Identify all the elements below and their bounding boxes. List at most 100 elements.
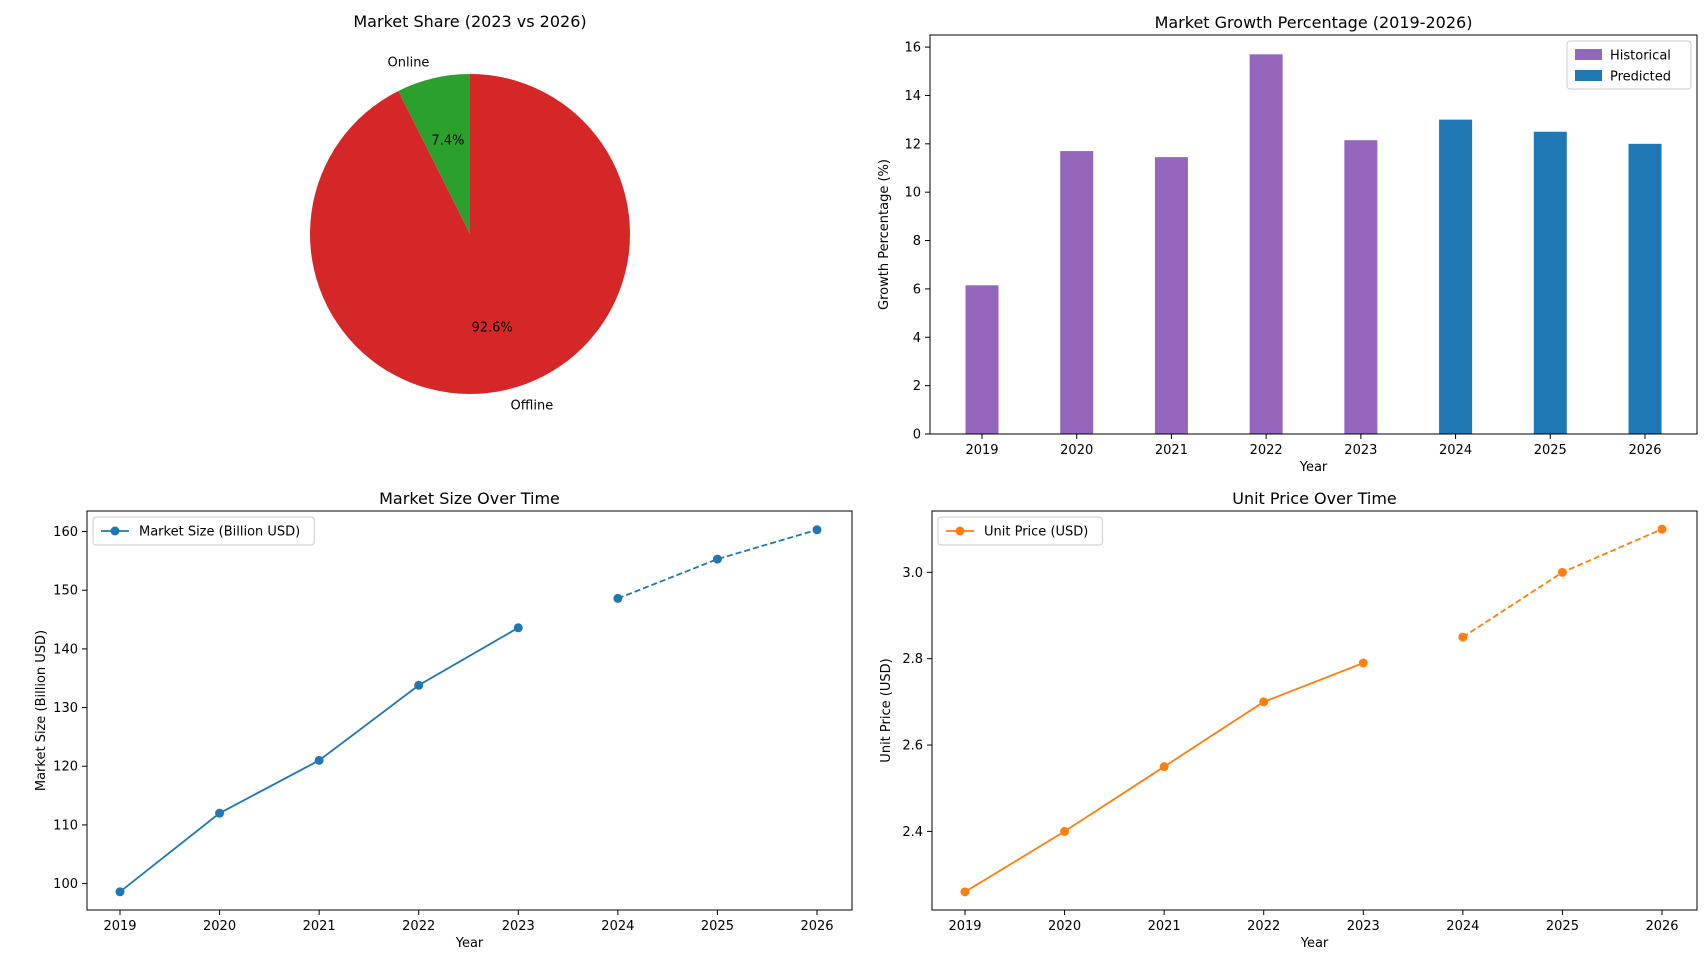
legend-swatch	[1575, 49, 1602, 60]
pie-slice-online	[398, 74, 470, 234]
point-2021	[314, 755, 324, 765]
unit-price-line-chart: 2.4 2.6 2.8 3.0 2019 2020 2021 2022 2023 2024 2025…	[879, 489, 1698, 951]
x-tick-label: 2020	[1048, 919, 1081, 934]
point-2019	[115, 887, 125, 897]
y-tick-label: 4	[913, 331, 921, 346]
legend: Historical Predicted	[1566, 40, 1692, 90]
point-2025	[712, 554, 722, 564]
x-tick-label: 2026	[1628, 443, 1661, 458]
pie-slice-offline	[310, 74, 630, 394]
legend-label: Historical	[1610, 49, 1671, 64]
bar-historical-2020	[1060, 151, 1094, 434]
point-2021	[1159, 762, 1169, 772]
y-tick-label: 14	[904, 89, 921, 104]
x-tick-label: 2023	[502, 919, 535, 934]
point-2026	[812, 525, 822, 535]
x-tick-label: 2023	[1347, 919, 1380, 934]
bar-historical-2019	[965, 285, 999, 434]
y-tick-label: 16	[904, 41, 921, 56]
point-2026	[1657, 524, 1667, 534]
x-tick-label: 2020	[203, 919, 236, 934]
x-tick-label: 2024	[601, 919, 634, 934]
x-tick-label: 2022	[1250, 443, 1283, 458]
series-line-predicted	[617, 528, 818, 600]
legend-label: Unit Price (USD)	[984, 525, 1088, 540]
x-tick-label: 2023	[1344, 443, 1377, 458]
legend-label: Predicted	[1610, 70, 1671, 85]
chart-title: Market Size Over Time	[379, 489, 560, 508]
y-tick-label: 120	[53, 760, 78, 775]
pie-pct-online: 7.4%	[431, 134, 464, 149]
x-tick-label: 2019	[965, 443, 998, 458]
pie-label-online: Online	[388, 56, 430, 71]
pie-chart-title: Market Share (2023 vs 2026)	[353, 12, 586, 31]
x-axis-label: Year	[1300, 936, 1329, 951]
series-line-predicted	[1462, 528, 1663, 638]
x-tick-label: 2026	[800, 919, 833, 934]
growth-bar-chart: 0 2 4 6 8 10 12 14 16 2019 2020 2021 2022 2023 2024 202…	[877, 13, 1698, 475]
bar-historical-2022	[1249, 54, 1283, 434]
x-tick-label: 2019	[103, 919, 136, 934]
point-2023	[513, 623, 523, 633]
x-tick-label: 2021	[303, 919, 336, 934]
legend-box	[92, 516, 315, 546]
market-size-line-chart: 100 110 120 130 140 150 160 2019 2020 2021 2022 202…	[34, 489, 853, 951]
bar-historical-2021	[1154, 157, 1188, 435]
bar-predicted-2026	[1628, 143, 1662, 434]
y-tick-label: 160	[53, 525, 78, 540]
chart-title: Unit Price Over Time	[1232, 489, 1397, 508]
x-tick-label: 2026	[1645, 919, 1678, 934]
point-2024	[1458, 632, 1468, 642]
x-tick-label: 2022	[1247, 919, 1280, 934]
legend-label: Market Size (Billion USD)	[139, 525, 300, 540]
y-tick-label: 140	[53, 642, 78, 657]
point-2024	[613, 593, 623, 603]
x-tick-label: 2021	[1155, 443, 1188, 458]
axes-frame	[929, 34, 1698, 435]
axes-frame	[86, 510, 853, 911]
x-axis-label: Year	[455, 936, 484, 951]
pie-pct-offline: 92.6%	[471, 320, 512, 335]
y-tick-label: 110	[53, 818, 78, 833]
legend-box	[937, 516, 1103, 546]
y-axis-label: Unit Price (USD)	[879, 658, 894, 762]
y-tick-label: 6	[913, 282, 921, 297]
legend: Unit Price (USD)	[937, 516, 1103, 546]
x-tick-label: 2025	[1534, 443, 1567, 458]
y-tick-label: 100	[53, 877, 78, 892]
y-tick-label: 12	[904, 137, 921, 152]
y-tick-label: 2.8	[902, 652, 923, 667]
point-2023	[1358, 658, 1368, 668]
y-axis-label: Market Size (Billion USD)	[34, 630, 49, 791]
y-tick-label: 0	[913, 428, 921, 443]
x-tick-label: 2021	[1148, 919, 1181, 934]
bar-predicted-2025	[1533, 131, 1567, 434]
pie-chart: Market Share (2023 vs 2026) Online 7.4% Off…	[310, 12, 630, 413]
chart-title: Market Growth Percentage (2019-2026)	[1155, 13, 1473, 32]
x-axis-label: Year	[1299, 460, 1328, 475]
point-2020	[215, 808, 225, 818]
x-tick-label: 2024	[1439, 443, 1472, 458]
x-tick-label: 2024	[1446, 919, 1479, 934]
x-tick-label: 2025	[701, 919, 734, 934]
bar-historical-2023	[1344, 140, 1378, 434]
point-2020	[1060, 826, 1070, 836]
axes-frame	[931, 510, 1698, 911]
pie-label-offline: Offline	[511, 398, 554, 413]
y-tick-label: 2.6	[902, 739, 923, 754]
y-tick-label: 2.4	[902, 825, 923, 840]
point-2022	[414, 680, 424, 690]
legend-swatch	[1575, 70, 1602, 81]
legend-marker	[955, 526, 965, 536]
legend: Market Size (Billion USD)	[92, 516, 315, 546]
point-2025	[1557, 567, 1567, 577]
y-tick-label: 2	[913, 379, 921, 394]
y-tick-label: 3.0	[902, 566, 923, 581]
legend-marker	[110, 526, 120, 536]
x-tick-label: 2020	[1060, 443, 1093, 458]
point-2019	[960, 887, 970, 897]
y-axis-label: Growth Percentage (%)	[877, 159, 892, 310]
x-tick-label: 2022	[402, 919, 435, 934]
y-tick-label: 130	[53, 701, 78, 716]
